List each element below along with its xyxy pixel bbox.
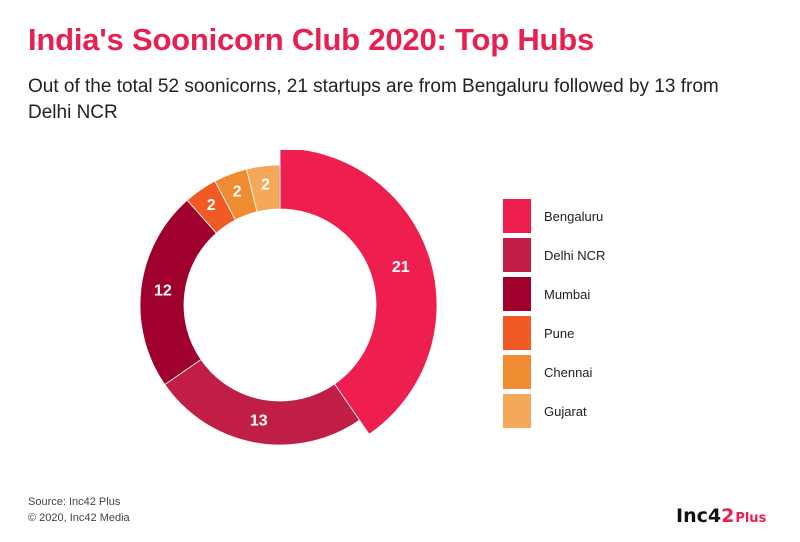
legend-swatch [503,394,531,428]
copyright-line: © 2020, Inc42 Media [28,512,130,524]
slice-delhi-ncr [164,358,361,446]
slice-value-label: 2 [207,197,216,214]
legend-item: Pune [503,316,605,350]
chart-title: India's Soonicorn Club 2020: Top Hubs [28,22,595,57]
chart-legend: Bengaluru Delhi NCR Mumbai Pune Chennai Gujar… [503,199,605,433]
logo-accent: 2 [721,505,735,527]
source-note: Source: Inc42 Plus © 2020, Inc42 Media [28,494,130,526]
legend-item: Gujarat [503,394,605,428]
legend-label: Delhi NCR [544,247,606,263]
legend-label: Pune [544,325,575,341]
legend-label: Mumbai [544,286,591,302]
logo-text: Inc4 [676,505,722,527]
logo-plus: Plus [735,511,767,526]
legend-swatch [503,316,531,350]
legend-label: Gujarat [544,403,587,419]
legend-item: Delhi NCR [503,238,605,272]
slice-mumbai [140,199,217,386]
slice-value-label: 2 [233,183,242,200]
slice-value-label: 13 [250,413,268,430]
legend-item: Mumbai [503,277,605,311]
source-line: Source: Inc42 Plus [28,496,121,508]
slice-value-label: 21 [392,259,410,276]
slice-gujarat [246,164,281,213]
legend-swatch [503,238,531,272]
legend-swatch [503,199,531,233]
legend-label: Chennai [544,364,593,380]
slice-bengaluru [279,150,438,435]
legend-item: Bengaluru [503,199,605,233]
slice-value-label: 12 [154,282,172,299]
inc42-plus-logo: Inc42Plus [676,505,766,527]
legend-swatch [503,355,531,389]
slice-value-label: 2 [261,176,270,193]
legend-label: Bengaluru [544,208,604,224]
legend-swatch [503,277,531,311]
chart-subtitle: Out of the total 52 soonicorns, 21 start… [28,76,719,123]
legend-item: Chennai [503,355,605,389]
